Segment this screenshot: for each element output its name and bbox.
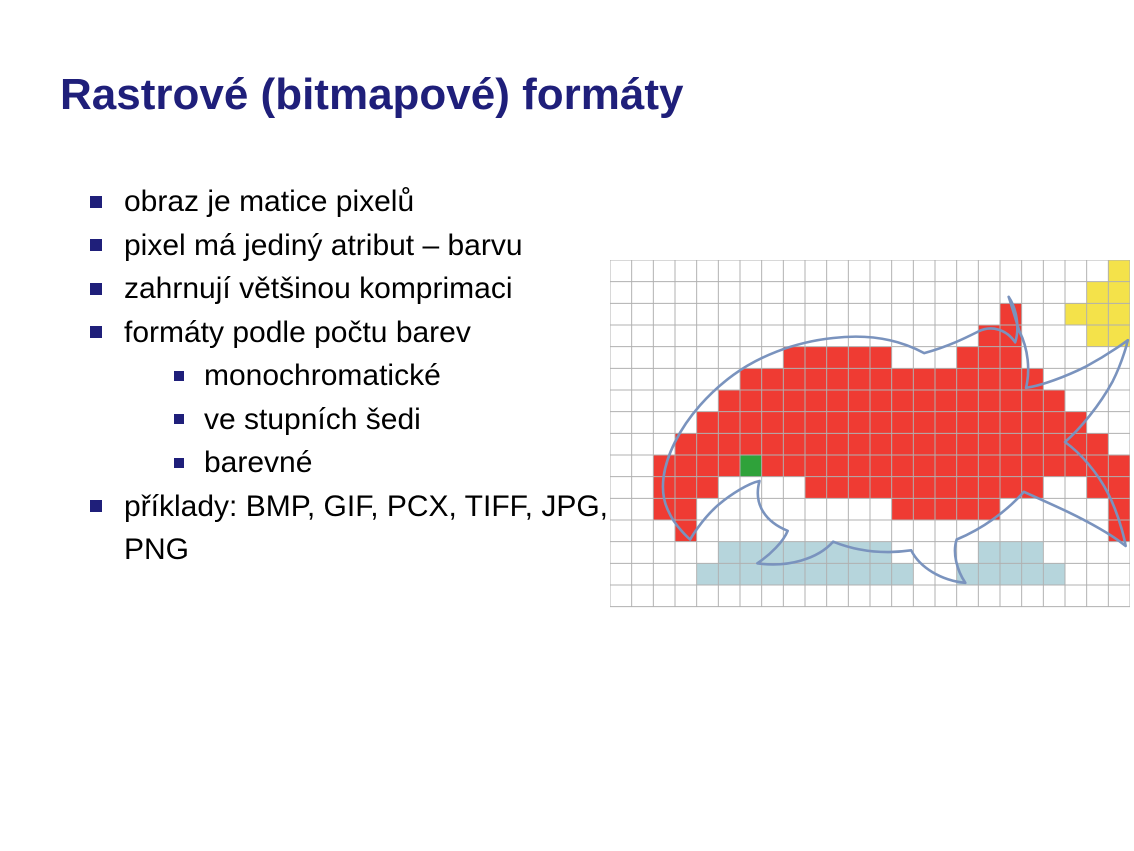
sub-bullet-item: ve stupních šedi: [174, 398, 610, 442]
bullet-list: obraz je matice pixelů pixel má jediný a…: [50, 180, 610, 572]
bullet-text: barevné: [204, 446, 312, 479]
slide: Rastrové (bitmapové) formáty obraz je ma…: [0, 0, 1134, 851]
pixel-art-diagram: [610, 260, 1130, 640]
bullet-item: pixel má jediný atribut – barvu: [90, 224, 610, 268]
bullet-column: obraz je matice pixelů pixel má jediný a…: [50, 180, 610, 572]
bullet-item: příklady: BMP, GIF, PCX, TIFF, JPG, PNG: [90, 485, 610, 572]
sub-bullet-item: barevné: [174, 441, 610, 485]
diagram-column: [610, 260, 1130, 660]
bullet-item: zahrnují většinou komprimaci: [90, 267, 610, 311]
bullet-text: zahrnují většinou komprimaci: [124, 272, 513, 305]
content-row: obraz je matice pixelů pixel má jediný a…: [50, 180, 1084, 660]
sub-bullet-item: monochromatické: [174, 354, 610, 398]
pixel-svg: [610, 260, 1130, 640]
bullet-item: obraz je matice pixelů: [90, 180, 610, 224]
bullet-text: obraz je matice pixelů: [124, 185, 414, 218]
bullet-text: ve stupních šedi: [204, 403, 421, 436]
bullet-text: monochromatické: [204, 359, 441, 392]
bullet-item: formáty podle počtu barev monochromatick…: [90, 311, 610, 485]
sub-bullet-list: monochromatické ve stupních šedi barevné: [124, 354, 610, 485]
bullet-text: příklady: BMP, GIF, PCX, TIFF, JPG, PNG: [124, 490, 608, 567]
bullet-text: formáty podle počtu barev: [124, 316, 471, 349]
slide-title: Rastrové (bitmapové) formáty: [60, 70, 1084, 120]
bullet-text: pixel má jediný atribut – barvu: [124, 229, 523, 262]
